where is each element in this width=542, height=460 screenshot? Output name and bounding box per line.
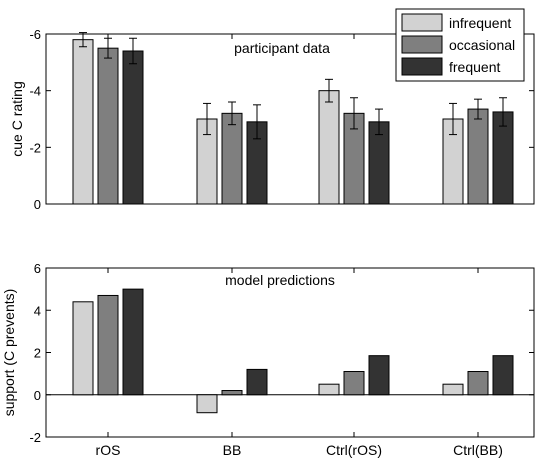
chart-panel-2 xyxy=(45,267,535,438)
bar-occasional-ctrlbb xyxy=(467,108,489,205)
bar-occasional-ros xyxy=(97,294,119,396)
legend-label-occasional: occasional xyxy=(449,37,515,53)
x-tick-label: rOS xyxy=(96,442,121,458)
bar-occasional-ctrlros xyxy=(343,371,365,396)
y-tick-label: 0 xyxy=(34,388,41,403)
legend-label-infrequent: infrequent xyxy=(449,15,511,31)
y-tick-label: -6 xyxy=(29,27,41,42)
legend-swatch-frequent xyxy=(401,57,443,76)
bar-infrequent-bb xyxy=(196,394,218,414)
bar-infrequent-ctrlros xyxy=(318,383,340,396)
y-tick-label: 6 xyxy=(34,261,41,276)
plot-frame xyxy=(45,33,535,205)
bar-occasional-bb xyxy=(221,390,243,396)
bar-frequent-ctrlbb xyxy=(492,355,514,396)
bar-frequent-ctrlros xyxy=(368,355,390,396)
legend-swatch-occasional xyxy=(401,35,443,54)
bar-occasional-bb xyxy=(221,112,243,205)
panel-title: participant data xyxy=(234,40,330,56)
y-axis-label: support (C prevents) xyxy=(1,289,17,417)
legend-swatch-infrequent xyxy=(401,13,443,32)
x-tick-label: BB xyxy=(223,442,242,458)
y-tick-label: 4 xyxy=(34,303,41,318)
legend-label-frequent: frequent xyxy=(449,59,500,75)
y-tick-label: -4 xyxy=(29,84,41,99)
y-axis-label: cue C rating xyxy=(9,81,25,156)
x-tick-label: Ctrl(rOS) xyxy=(326,442,382,458)
bar-frequent-ros xyxy=(122,288,144,396)
y-tick-label: -2 xyxy=(29,140,41,155)
x-tick-label: Ctrl(BB) xyxy=(453,442,503,458)
plot-frame xyxy=(45,267,535,438)
panel-title: model predictions xyxy=(225,272,335,288)
bar-infrequent-ros xyxy=(72,301,94,396)
bar-occasional-ros xyxy=(97,47,119,205)
bar-infrequent-ros xyxy=(72,39,94,205)
bar-infrequent-ctrlbb xyxy=(442,383,464,396)
y-tick-label: -2 xyxy=(29,430,41,445)
y-tick-label: 2 xyxy=(34,346,41,361)
y-tick-label: 0 xyxy=(34,197,41,212)
legend xyxy=(395,8,525,82)
chart-panel-1 xyxy=(45,32,535,205)
bar-infrequent-ctrlros xyxy=(318,90,340,205)
bar-occasional-ctrlbb xyxy=(467,371,489,396)
bar-frequent-bb xyxy=(246,368,268,396)
bar-frequent-ros xyxy=(122,50,144,205)
